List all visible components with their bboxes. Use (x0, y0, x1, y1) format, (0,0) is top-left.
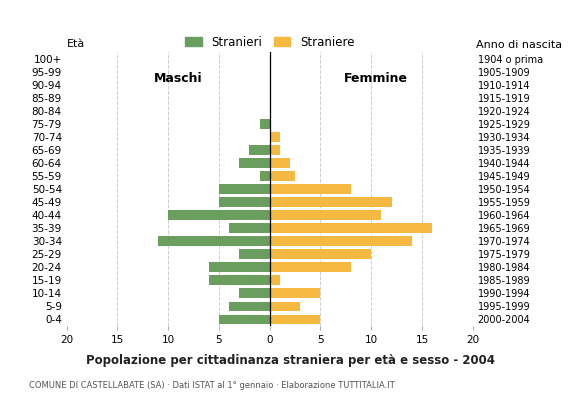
Bar (270, 314, 320, 324)
Bar (270, 145, 280, 155)
Bar (270, 288, 320, 298)
Text: Età: Età (67, 39, 85, 49)
Bar (219, 184, 270, 194)
Text: Anno di nascita: Anno di nascita (477, 40, 563, 50)
Bar (239, 288, 270, 298)
Bar (239, 158, 270, 168)
Bar (270, 249, 371, 259)
Bar (249, 145, 270, 155)
Bar (229, 223, 270, 233)
Bar (270, 262, 351, 272)
Text: Femmine: Femmine (345, 72, 408, 84)
Bar (270, 223, 432, 233)
Bar (219, 197, 270, 207)
Bar (270, 158, 290, 168)
Bar (239, 249, 270, 259)
Bar (270, 210, 382, 220)
Bar (168, 210, 270, 220)
Bar (229, 302, 270, 311)
Bar (270, 184, 351, 194)
Text: COMUNE DI CASTELLABATE (SA) · Dati ISTAT al 1° gennaio · Elaborazione TUTTITALIA: COMUNE DI CASTELLABATE (SA) · Dati ISTAT… (29, 381, 395, 390)
Bar (270, 132, 280, 142)
Bar (158, 236, 270, 246)
Bar (209, 276, 270, 285)
Bar (270, 276, 280, 285)
Bar (270, 302, 300, 311)
Bar (260, 119, 270, 129)
Text: Maschi: Maschi (154, 72, 202, 84)
Bar (270, 236, 412, 246)
Bar (219, 314, 270, 324)
Bar (260, 171, 270, 181)
Bar (209, 262, 270, 272)
Text: Popolazione per cittadinanza straniera per età e sesso - 2004: Popolazione per cittadinanza straniera p… (85, 354, 495, 367)
Legend: Stranieri, Straniere: Stranieri, Straniere (183, 33, 357, 51)
Bar (270, 197, 392, 207)
Bar (270, 171, 295, 181)
